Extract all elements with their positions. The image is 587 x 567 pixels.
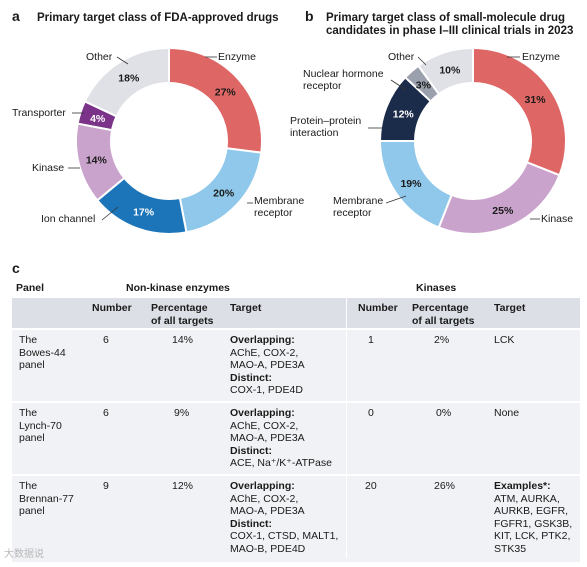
row-panel-name: The Lynch-70 panel — [19, 407, 62, 444]
chart-a-slice — [83, 46, 170, 118]
distinct-label: Distinct: — [230, 517, 272, 530]
table-row: The Lynch-70 panel 6 9% Overlapping: ACh… — [12, 401, 580, 474]
row-k-number: 1 — [368, 334, 374, 346]
distinct-targets: ACE, Na⁺/K⁺-ATPase — [230, 457, 332, 469]
chart-a-title: Primary target class of FDA-approved dru… — [37, 12, 279, 24]
sub-header-k-target: Target — [494, 302, 526, 314]
distinct-targets: COX-1, CTSD, MALT1, MAO-B, PDE4D — [230, 530, 339, 555]
chart-b-leader-line — [417, 56, 427, 66]
row-k-number: 0 — [368, 407, 374, 419]
sub-header-k-number: Number — [358, 302, 398, 314]
overlapping-targets: AChE, COX-2, MAO-A, PDE3A — [230, 419, 305, 445]
row-k-pct: 26% — [434, 480, 456, 492]
sub-header-nk-target: Target — [230, 302, 262, 314]
chart-b-value-label: 12% — [393, 108, 415, 120]
row-nk-number: 6 — [103, 334, 109, 346]
sub-header-nk-percentage: Percentage of all targets — [151, 302, 214, 327]
donut-charts: 27% Enzyme 20% Membrane receptor 17% Ion chann… — [12, 46, 573, 235]
chart-a-category-label: Other — [86, 51, 113, 63]
chart-a-category-label: Enzyme — [218, 51, 256, 63]
column-divider — [346, 298, 347, 558]
chart-b-title: Primary target class of small-molecule d… — [326, 12, 574, 37]
distinct-targets: COX-1, PDE4D — [230, 384, 303, 396]
table-sub-header: Number Percentage of all targets Target … — [12, 298, 580, 328]
overlapping-targets: AChE, COX-2, MAO-A, PDE3A — [230, 492, 305, 518]
chart-b-leader-line — [385, 195, 407, 204]
chart-a-value-label: 27% — [215, 86, 237, 98]
overlapping-label: Overlapping: — [230, 334, 295, 346]
table-row: The Bowes-44 panel 6 14% Overlapping: AC… — [12, 328, 580, 401]
panel-letter-c: c — [12, 260, 20, 276]
chart-a-value-label: 17% — [133, 207, 155, 219]
distinct-label: Distinct: — [230, 444, 272, 457]
row-nk-target: Overlapping: AChE, COX-2, MAO-A, PDE3A D… — [230, 480, 338, 555]
chart-b-category-label: Protein–protein interaction — [290, 115, 361, 139]
row-nk-target: Overlapping: AChE, COX-2, MAO-A, PDE3A D… — [230, 334, 305, 397]
chart-a-category-label: Ion channel — [41, 213, 95, 225]
chart-a-value-label: 18% — [118, 73, 140, 85]
chart-b-value-label: 25% — [492, 205, 514, 217]
row-k-pct: 0% — [436, 407, 452, 419]
chart-b-slice — [416, 46, 474, 96]
group-header-kinases: Kinases — [416, 282, 457, 294]
row-k-pct: 2% — [434, 334, 450, 346]
chart-a-category-label: Membrane receptor — [254, 195, 304, 219]
row-nk-pct: 12% — [172, 480, 194, 492]
chart-a-value-label: 4% — [90, 113, 106, 125]
chart-b-category-label: Kinase — [541, 213, 573, 225]
col-header-panel: Panel — [16, 282, 45, 294]
kinase-examples: ATM, AURKA, AURKB, EGFR, FGFR1, GSK3B, K… — [494, 492, 573, 555]
watermark: 大数据说 — [4, 549, 44, 560]
chart-b-value-label: 19% — [400, 178, 422, 190]
chart-b-category-label: Nuclear hormone receptor — [303, 68, 384, 92]
chart-a-leader-line — [116, 56, 129, 65]
chart-b-value-label: 3% — [416, 80, 432, 92]
chart-a-category-label: Kinase — [32, 162, 64, 174]
chart-a-slice — [168, 46, 263, 154]
chart-b-category-label: Other — [388, 51, 415, 63]
row-nk-number: 6 — [103, 407, 109, 419]
row-nk-number: 9 — [103, 480, 109, 492]
sub-header-nk-number: Number — [92, 302, 132, 314]
row-nk-target: Overlapping: AChE, COX-2, MAO-A, PDE3A D… — [230, 407, 332, 470]
chart-b-leader-line — [390, 79, 407, 91]
chart-b-slice — [472, 46, 567, 177]
table-group-header: Panel Non-kinase enzymes Kinases — [12, 282, 580, 298]
sub-header-k-percentage: Percentage of all targets — [412, 302, 475, 327]
chart-a-value-label: 14% — [86, 155, 108, 167]
row-panel-name: The Brennan-77 panel — [19, 480, 74, 517]
row-k-target: Examples*: ATM, AURKA, AURKB, EGFR, FGFR… — [494, 480, 572, 555]
row-k-target: None — [494, 407, 520, 419]
overlapping-targets: AChE, COX-2, MAO-A, PDE3A — [230, 346, 305, 372]
chart-b-category-label: Enzyme — [522, 51, 560, 63]
chart-b-value-label: 31% — [525, 94, 547, 106]
chart-a-value-label: 20% — [213, 187, 235, 199]
row-k-number: 20 — [365, 480, 377, 492]
chart-b-category-label: Membrane receptor — [333, 195, 383, 219]
group-header-nonkinase: Non-kinase enzymes — [126, 282, 230, 294]
table-row: The Brennan-77 panel 9 12% Overlapping: … — [12, 474, 580, 562]
row-nk-pct: 9% — [174, 407, 190, 419]
row-k-target: LCK — [494, 334, 515, 346]
chart-a-leader-line — [101, 206, 119, 221]
overlapping-label: Overlapping: — [230, 480, 295, 492]
overlapping-label: Overlapping: — [230, 407, 295, 419]
distinct-label: Distinct: — [230, 371, 272, 384]
row-panel-name: The Bowes-44 panel — [19, 334, 66, 371]
target-panel-table: Panel Non-kinase enzymes Kinases Number … — [12, 282, 580, 562]
chart-a-category-label: Transporter — [12, 107, 66, 119]
panel-letter-a: a — [12, 8, 20, 24]
row-nk-pct: 14% — [172, 334, 194, 346]
examples-label: Examples*: — [494, 480, 551, 492]
panel-letter-b: b — [305, 8, 314, 24]
chart-b-value-label: 10% — [439, 65, 461, 77]
